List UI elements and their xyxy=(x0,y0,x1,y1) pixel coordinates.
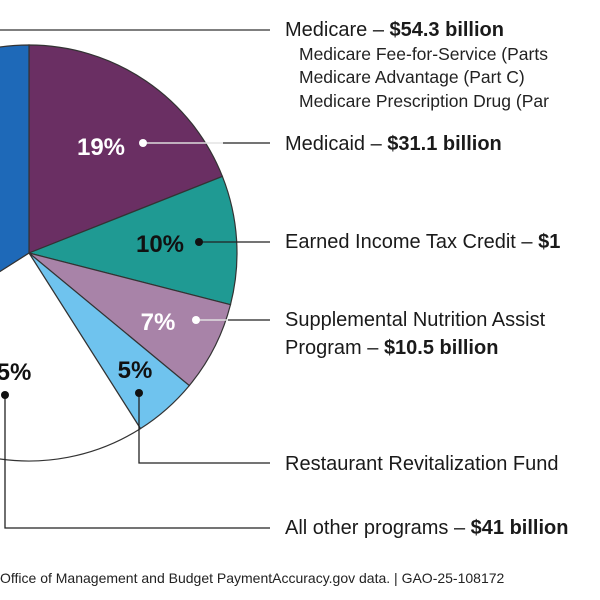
legend-medicaid: Medicaid – $31.1 billion xyxy=(285,132,502,156)
percent-label: 7% xyxy=(141,309,176,336)
legend-amount: $10.5 billion xyxy=(383,337,499,359)
pie-slice-all-other-programs xyxy=(0,252,142,462)
leader-dot xyxy=(1,391,9,399)
percent-label: 5% xyxy=(0,359,31,386)
leader-dot xyxy=(195,238,203,246)
leader-dot xyxy=(135,389,143,397)
pie-slice-medicaid xyxy=(28,44,224,254)
legend-snap-line2: Program – $10.5 billion xyxy=(285,336,498,360)
legend-medicare: Medicare – $54.3 billion xyxy=(285,18,504,42)
percent-label: 5% xyxy=(118,357,153,384)
pie-slice-earned-income-tax-credit xyxy=(27,175,238,306)
legend-label: Restaurant Revitalization Fund xyxy=(285,453,559,475)
legend-amount: $54.3 billion xyxy=(389,19,504,41)
legend-label: Program – xyxy=(285,337,384,359)
leader-line xyxy=(138,393,270,464)
legend-label: All other programs – xyxy=(285,517,471,539)
legend-amount: $1 xyxy=(538,231,561,253)
legend-snap: Supplemental Nutrition Assist xyxy=(285,308,545,332)
legend-eitc: Earned Income Tax Credit – $1 xyxy=(285,230,560,254)
legend-all-other: All other programs – $41 billion xyxy=(285,516,568,540)
leader-dot xyxy=(192,316,200,324)
medicare-subitem: Medicare Advantage (Part C) xyxy=(299,67,525,87)
legend-label: Medicaid – xyxy=(285,133,388,155)
percent-label: 19% xyxy=(77,134,125,161)
legend-amount: $41 billion xyxy=(470,517,569,539)
source-note: Office of Management and Budget PaymentA… xyxy=(0,570,505,586)
legend-label: Earned Income Tax Credit – xyxy=(285,231,539,253)
pie-slice-medicare xyxy=(0,44,30,273)
medicare-subitem: Medicare Fee-for-Service (Parts xyxy=(299,44,548,64)
legend-label: Supplemental Nutrition Assist xyxy=(285,309,546,331)
percent-label: 10% xyxy=(136,231,184,258)
legend-label: Medicare – xyxy=(285,19,390,41)
leader-line xyxy=(4,395,270,529)
legend-amount: $31.1 billion xyxy=(387,133,502,155)
medicare-subitem: Medicare Prescription Drug (Par xyxy=(299,91,549,111)
leader-dot xyxy=(139,139,147,147)
legend-restaurant: Restaurant Revitalization Fund xyxy=(285,452,558,476)
